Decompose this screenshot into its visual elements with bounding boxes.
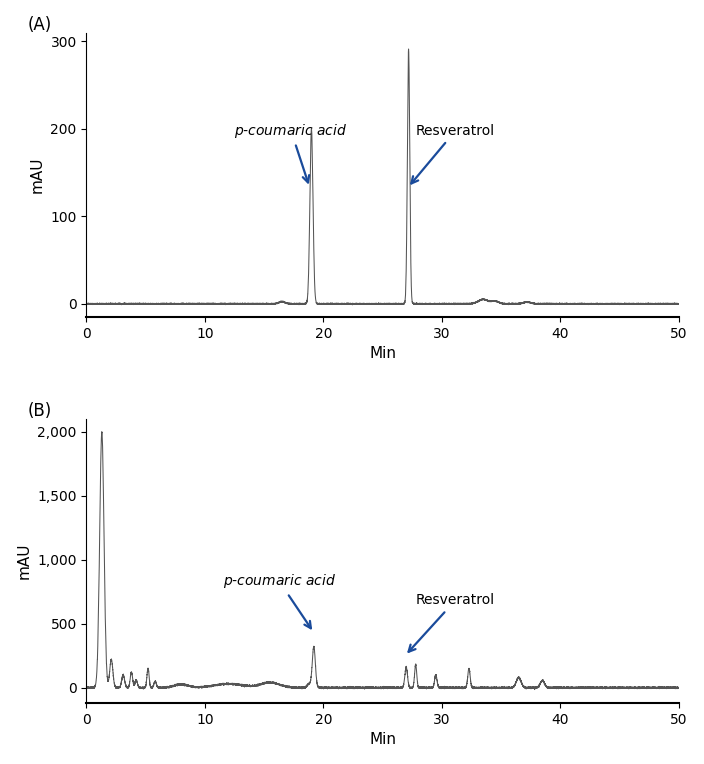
Text: (A): (A) [27, 15, 51, 34]
Text: $p$-coumaric acid: $p$-coumaric acid [234, 122, 348, 183]
X-axis label: Min: Min [369, 733, 396, 747]
Text: Resveratrol: Resveratrol [408, 594, 495, 652]
X-axis label: Min: Min [369, 346, 396, 361]
Text: Resveratrol: Resveratrol [411, 124, 495, 183]
Text: $p$-coumaric acid: $p$-coumaric acid [222, 572, 336, 628]
Y-axis label: mAU: mAU [30, 157, 45, 193]
Text: (B): (B) [27, 402, 51, 420]
Y-axis label: mAU: mAU [17, 542, 32, 579]
